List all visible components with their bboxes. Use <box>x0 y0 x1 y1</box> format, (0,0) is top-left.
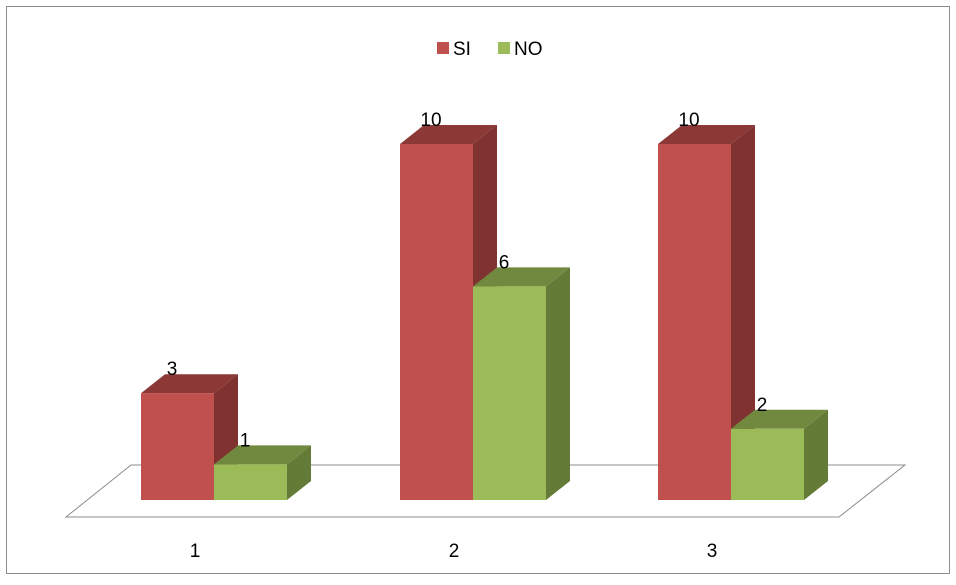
bar-side <box>287 445 311 500</box>
bar-top <box>731 409 828 429</box>
bar-no-2 <box>473 267 570 500</box>
data-label-si-1: 3 <box>167 359 178 380</box>
bar-front <box>731 428 804 500</box>
bar-si-3 <box>658 125 755 500</box>
x-tick-label-3: 3 <box>707 541 718 562</box>
bar-front <box>658 144 731 500</box>
bar-top <box>473 267 570 287</box>
bar-front <box>473 286 546 500</box>
legend-swatch <box>498 42 510 54</box>
bar-front <box>400 144 473 500</box>
bars-group <box>141 125 828 500</box>
legend-label: NO <box>514 39 543 60</box>
data-label-no-3: 2 <box>757 395 768 416</box>
bar-no-3 <box>731 409 828 500</box>
bar-top <box>214 445 311 465</box>
bar-top <box>658 125 755 144</box>
legend-item-no: NO <box>498 39 543 60</box>
data-label-si-3: 10 <box>678 110 699 131</box>
bar-top <box>141 374 238 394</box>
bar-front <box>141 393 214 500</box>
x-tick-label-1: 1 <box>190 541 201 562</box>
bar-side <box>546 267 570 500</box>
legend: SI NO <box>437 39 543 60</box>
legend-item-si: SI <box>437 39 471 60</box>
bar-side <box>731 125 755 500</box>
x-tick-label-2: 2 <box>449 541 460 562</box>
bar-side <box>804 409 828 500</box>
x-axis-ticks: 1 2 3 <box>190 541 718 562</box>
data-label-si-2: 10 <box>420 110 441 131</box>
bar-no-1 <box>214 445 311 500</box>
legend-label: SI <box>453 39 471 60</box>
data-label-no-2: 6 <box>499 252 510 273</box>
legend-swatch <box>437 42 449 54</box>
bar-front <box>214 464 287 500</box>
bar-top <box>400 125 497 144</box>
data-label-no-1: 1 <box>240 430 251 451</box>
data-labels-group: 3 1 10 6 10 2 <box>167 110 768 451</box>
